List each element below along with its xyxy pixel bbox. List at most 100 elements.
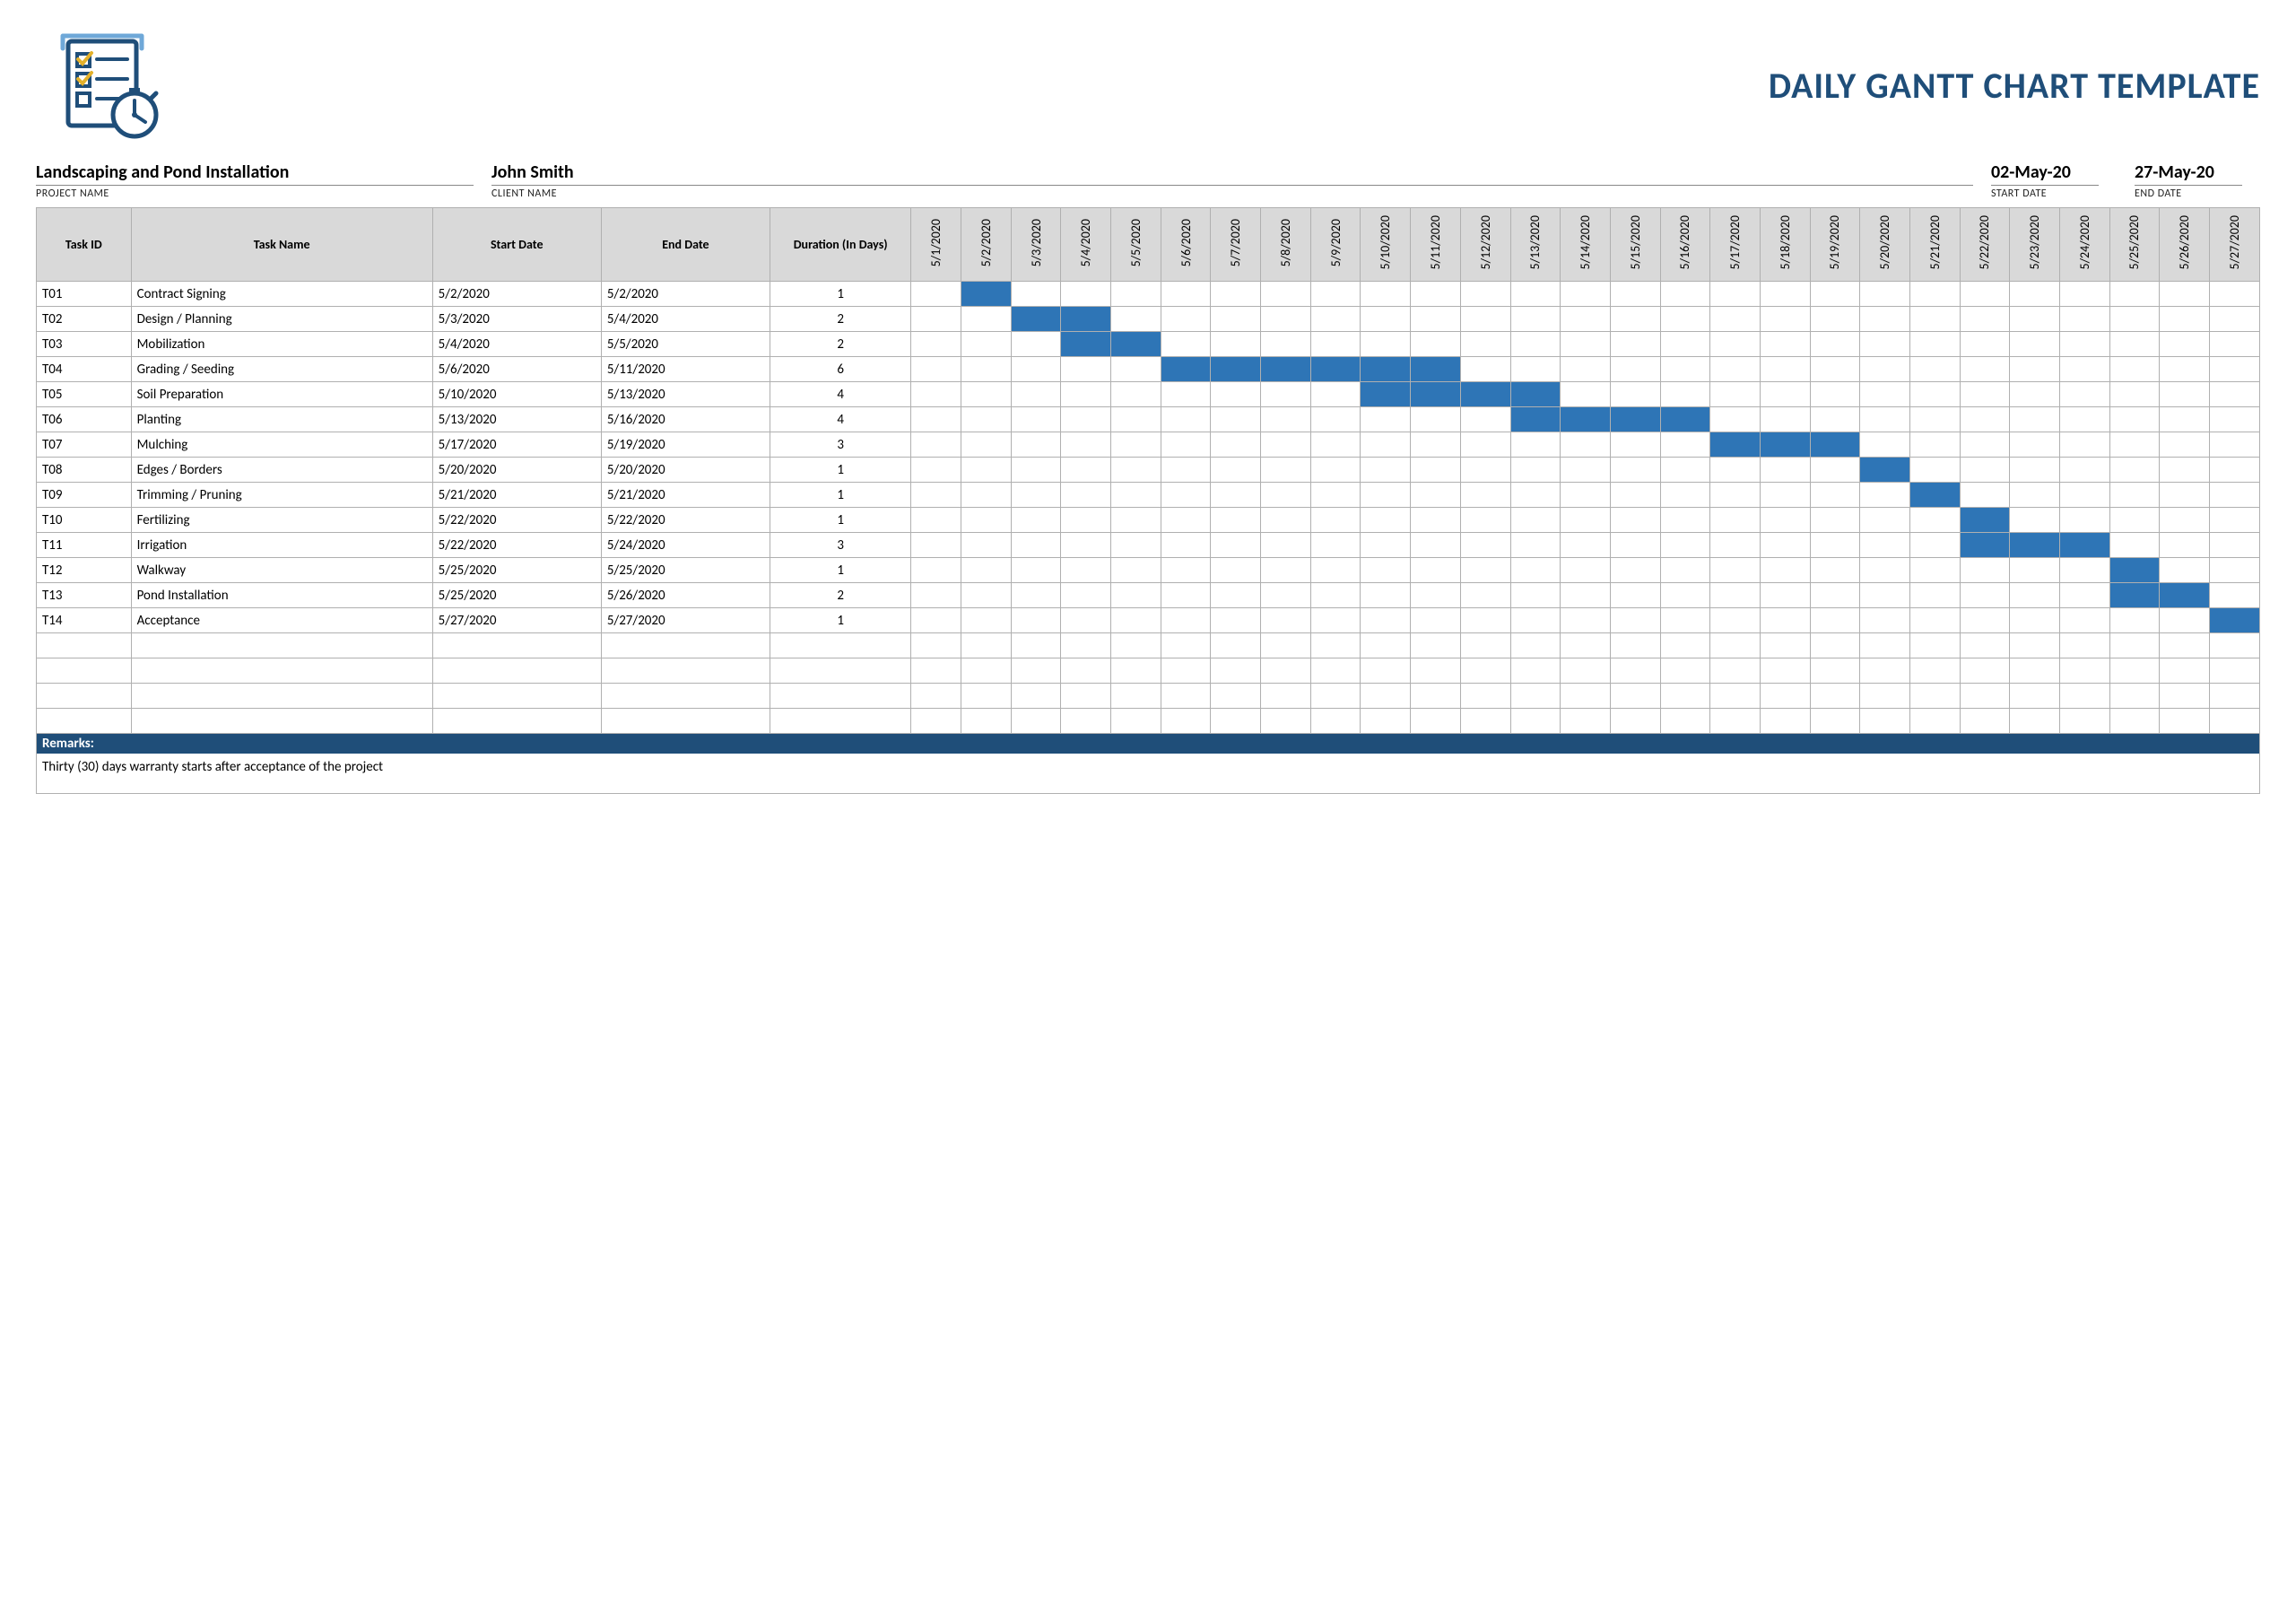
gantt-cell (1810, 382, 1860, 407)
col-day: 5/15/2020 (1610, 208, 1660, 282)
empty-cell (601, 633, 770, 658)
empty-cell (601, 684, 770, 709)
gantt-cell (1760, 407, 1810, 432)
col-day: 5/27/2020 (2209, 208, 2259, 282)
empty-cell (1510, 684, 1561, 709)
gantt-cell (1660, 533, 1710, 558)
empty-cell (1061, 684, 1111, 709)
task-name-cell: Mulching (131, 432, 432, 458)
gantt-cell (1061, 357, 1111, 382)
empty-cell (2160, 633, 2210, 658)
empty-cell (2059, 709, 2109, 734)
gantt-cell (1909, 458, 1960, 483)
empty-cell (1561, 658, 1611, 684)
gantt-cell (1361, 558, 1411, 583)
col-day: 5/10/2020 (1361, 208, 1411, 282)
empty-cell (961, 658, 1012, 684)
empty-cell (1111, 684, 1161, 709)
gantt-cell (1960, 432, 2010, 458)
gantt-cell (2010, 508, 2060, 533)
task-name-cell: Acceptance (131, 608, 432, 633)
gantt-cell (2160, 332, 2210, 357)
gantt-cell (1061, 533, 1111, 558)
gantt-cell (1810, 357, 1860, 382)
gantt-cell (2059, 307, 2109, 332)
empty-cell (1261, 633, 1311, 658)
task-duration-cell: 1 (770, 458, 910, 483)
empty-cell (432, 684, 601, 709)
task-row: T10Fertilizing5/22/20205/22/20201 (37, 508, 2260, 533)
gantt-cell (1061, 483, 1111, 508)
gantt-cell (1710, 332, 1761, 357)
empty-cell (1011, 709, 1061, 734)
task-start-cell: 5/2/2020 (432, 282, 601, 307)
gantt-cell (1411, 407, 1461, 432)
gantt-cell (1211, 608, 1261, 633)
start-date-value: 02-May-20 (1991, 161, 2099, 186)
gantt-cell (1960, 332, 2010, 357)
empty-cell (1111, 658, 1161, 684)
gantt-cell (1460, 608, 1510, 633)
gantt-cell (1760, 332, 1810, 357)
empty-cell (911, 658, 961, 684)
col-day: 5/6/2020 (1161, 208, 1211, 282)
gantt-cell (1510, 483, 1561, 508)
gantt-cell (2109, 307, 2160, 332)
date-label: 5/21/2020 (1927, 215, 1943, 269)
gantt-cell (1361, 307, 1411, 332)
gantt-cell (1011, 608, 1061, 633)
gantt-cell (1860, 508, 1910, 533)
gantt-cell (1361, 382, 1411, 407)
gantt-cell (2010, 382, 2060, 407)
date-label: 5/15/2020 (1628, 215, 1643, 269)
gantt-cell (961, 483, 1012, 508)
gantt-cell (1510, 583, 1561, 608)
gantt-cell (1460, 307, 1510, 332)
logo-icon (36, 27, 179, 144)
gantt-cell (1460, 357, 1510, 382)
date-label: 5/25/2020 (2126, 215, 2142, 269)
empty-cell (1810, 684, 1860, 709)
gantt-cell (2160, 508, 2210, 533)
task-row: T05Soil Preparation5/10/20205/13/20204 (37, 382, 2260, 407)
gantt-cell (2010, 357, 2060, 382)
col-day: 5/4/2020 (1061, 208, 1111, 282)
col-task-name: Task Name (131, 208, 432, 282)
empty-cell (1310, 709, 1361, 734)
gantt-cell (1011, 583, 1061, 608)
gantt-cell (2010, 483, 2060, 508)
col-day: 5/22/2020 (1960, 208, 2010, 282)
empty-cell (1760, 658, 1810, 684)
gantt-cell (1310, 307, 1361, 332)
gantt-cell (1561, 432, 1611, 458)
gantt-cell (961, 307, 1012, 332)
gantt-cell (1561, 533, 1611, 558)
gantt-cell (961, 282, 1012, 307)
date-label: 5/26/2020 (2177, 215, 2192, 269)
task-id-cell: T06 (37, 407, 132, 432)
gantt-cell (1411, 307, 1461, 332)
meta-row: Landscaping and Pond Installation PROJEC… (36, 161, 2260, 200)
gantt-cell (2209, 407, 2259, 432)
empty-cell (1860, 658, 1910, 684)
gantt-cell (911, 508, 961, 533)
gantt-cell (1211, 282, 1261, 307)
empty-cell (770, 658, 910, 684)
task-duration-cell: 1 (770, 483, 910, 508)
gantt-cell (1011, 332, 1061, 357)
gantt-cell (1460, 558, 1510, 583)
task-start-cell: 5/22/2020 (432, 508, 601, 533)
gantt-cell (1111, 508, 1161, 533)
client-name-value: John Smith (491, 161, 1973, 186)
gantt-cell (1660, 282, 1710, 307)
project-name-label: PROJECT NAME (36, 187, 491, 200)
task-row: T06Planting5/13/20205/16/20204 (37, 407, 2260, 432)
empty-cell (770, 633, 910, 658)
task-name-cell: Mobilization (131, 332, 432, 357)
date-label: 5/13/2020 (1527, 215, 1543, 269)
empty-cell (1960, 684, 2010, 709)
project-name-value: Landscaping and Pond Installation (36, 161, 474, 186)
gantt-cell (1061, 583, 1111, 608)
task-end-cell: 5/26/2020 (601, 583, 770, 608)
gantt-cell (961, 357, 1012, 382)
